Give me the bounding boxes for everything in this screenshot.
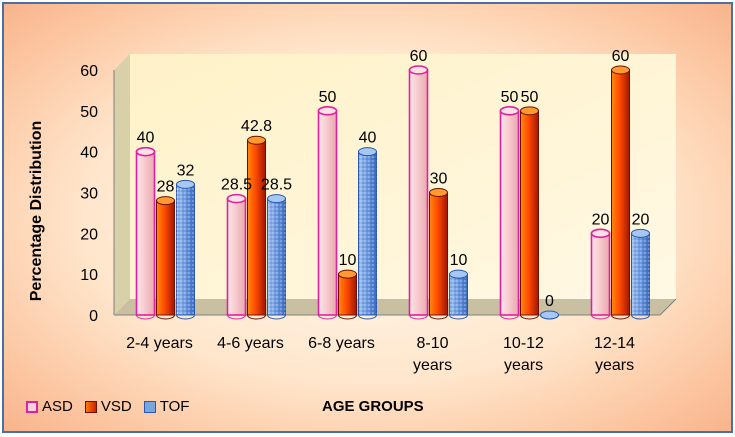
- legend-swatch-asd: [26, 401, 38, 413]
- bar-tof: [359, 148, 377, 319]
- bar-tof: [632, 229, 650, 319]
- legend-entry-vsd: VSD: [85, 398, 132, 415]
- legend-swatch-tof: [144, 401, 156, 413]
- data-label-vsd: 28: [157, 179, 175, 196]
- bar-asd: [228, 195, 246, 319]
- data-label-tof: 28.5: [261, 177, 292, 194]
- bar-vsd: [157, 197, 175, 319]
- data-label-tof: 32: [177, 162, 195, 179]
- y-tick-label: 0: [89, 308, 98, 325]
- legend-entry-tof: TOF: [144, 398, 190, 415]
- y-tick-label: 40: [80, 145, 98, 162]
- x-axis-title: AGE GROUPS: [322, 398, 424, 415]
- data-label-vsd: 10: [339, 252, 357, 269]
- bar-vsd: [248, 136, 266, 319]
- data-label-asd: 28.5: [221, 177, 252, 194]
- bar-asd: [137, 148, 155, 319]
- y-tick-label: 30: [80, 186, 98, 203]
- bar-tof: [450, 270, 468, 319]
- x-tick-label: 4-6 years: [217, 335, 284, 352]
- bar-asd: [501, 107, 519, 319]
- bar-asd: [592, 229, 610, 319]
- y-tick-label: 10: [80, 267, 98, 284]
- y-tick-label: 20: [80, 226, 98, 243]
- bar-vsd: [430, 189, 448, 320]
- data-label-tof: 40: [359, 130, 377, 147]
- x-tick-label: 6-8 years: [308, 335, 375, 352]
- data-label-asd: 50: [501, 89, 519, 106]
- legend: ASD VSD TOF: [26, 398, 201, 415]
- chart-canvas: 0 10 20 30 40 50 60 2-4 years 4-6 years 6-8 year…: [4, 4, 731, 431]
- data-label-vsd: 60: [612, 48, 630, 65]
- y-axis-ticks: 0 10 20 30 40 50 60: [80, 63, 98, 325]
- y-tick-label: 60: [80, 63, 98, 80]
- legend-entry-asd: ASD: [26, 398, 73, 415]
- data-label-tof: 0: [545, 293, 554, 310]
- bar-tof: [268, 195, 286, 319]
- legend-label-vsd: VSD: [101, 398, 132, 415]
- data-label-asd: 20: [592, 211, 610, 228]
- legend-label-asd: ASD: [42, 398, 73, 415]
- legend-swatch-vsd: [85, 401, 97, 413]
- data-label-asd: 40: [137, 130, 155, 147]
- data-label-asd: 60: [410, 48, 428, 65]
- legend-label-tof: TOF: [160, 398, 190, 415]
- data-label-vsd: 50: [521, 89, 539, 106]
- data-label-tof: 20: [632, 211, 650, 228]
- data-label-vsd: 42.8: [241, 118, 272, 135]
- y-axis-title: Percentage Distribution: [28, 121, 45, 301]
- bar-vsd: [612, 66, 630, 319]
- bar-vsd: [521, 107, 539, 319]
- data-label-asd: 50: [319, 89, 337, 106]
- data-label-vsd: 30: [430, 171, 448, 188]
- bar-asd: [319, 107, 337, 319]
- bar-vsd: [339, 270, 357, 319]
- y-tick-label: 50: [80, 104, 98, 121]
- data-label-tof: 10: [450, 252, 468, 269]
- side-wall: [114, 54, 130, 315]
- bar-tof: [541, 311, 559, 319]
- bar-tof: [177, 180, 195, 319]
- bar-asd: [410, 66, 428, 319]
- x-tick-label: 2-4 years: [126, 335, 193, 352]
